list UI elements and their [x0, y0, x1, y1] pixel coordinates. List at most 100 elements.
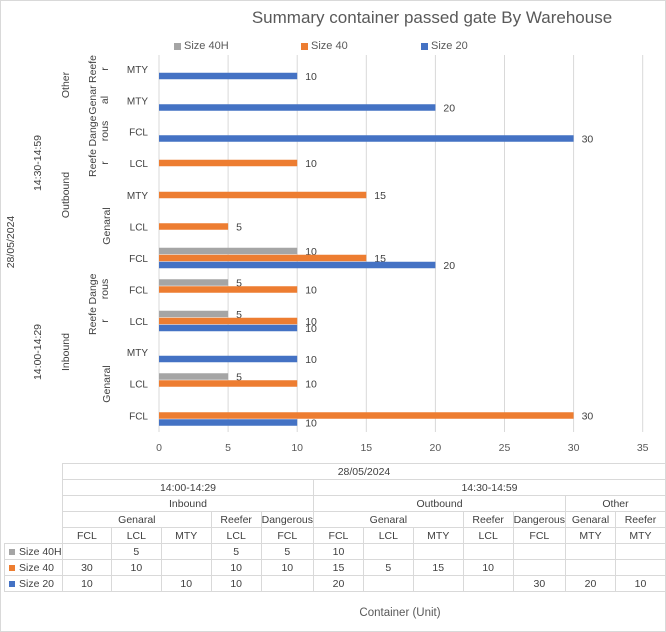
bar: [159, 286, 298, 293]
bar: [159, 380, 298, 387]
table-cargo-header: LCL: [362, 527, 414, 544]
table-row: Size 40 30 10 10 10 15 5 15 10: [4, 559, 666, 576]
table-type-header: Genaral: [565, 511, 616, 528]
table-date-header: 28/05/2024: [61, 463, 666, 480]
table-cell: [362, 543, 414, 560]
bar: [159, 247, 298, 255]
legend-swatch-size-40: [301, 42, 308, 50]
table-cell: [614, 559, 666, 576]
y-tick-label: LCL: [130, 223, 149, 234]
axis-group-type-label: Dange: [87, 273, 99, 304]
legend-key-size-40: [9, 564, 15, 571]
table-cargo-header: LCL: [110, 527, 162, 544]
x-tick-label: 15: [360, 442, 372, 454]
axis-group-type-label: rous: [99, 121, 111, 141]
table-row: Size 40H 5 5 5 10: [4, 543, 666, 560]
table-cargo-header: MTY: [614, 527, 666, 544]
legend-item-size-40h: Size 40H: [174, 40, 229, 52]
x-tick-label: 35: [637, 442, 649, 454]
bar: [159, 191, 367, 199]
x-tick-label: 0: [156, 442, 162, 454]
axis-group-type-label: Reefe: [87, 307, 99, 335]
table-row: Size 20 10 10 10 20 30 20 10: [4, 575, 666, 592]
data-label: 10: [305, 158, 317, 170]
chart-title: Summary container passed gate By Warehou…: [251, 8, 613, 27]
legend-key-size-40h: [9, 548, 15, 555]
y-tick-label: MTY: [127, 348, 148, 359]
table-type-header: Reefer: [614, 511, 666, 528]
table-cell: 5: [260, 543, 315, 560]
bar: [159, 310, 229, 318]
axis-group-slot-label: 14:30-14:59: [32, 135, 44, 191]
table-cell: [160, 559, 212, 576]
x-tick-label: 30: [568, 442, 580, 454]
table-cell: 10: [260, 559, 315, 576]
table-type-header: Dangerous: [260, 511, 315, 528]
table-row-label: Size 20: [19, 577, 55, 590]
bar: [159, 279, 229, 286]
x-tick-label: 10: [291, 442, 303, 454]
axis-group-type-label: r: [99, 319, 111, 323]
data-label: 30: [582, 134, 594, 146]
table-cell: [61, 543, 112, 560]
data-label: 10: [305, 418, 317, 430]
data-label: 15: [374, 190, 386, 202]
table-type-header: Reefer: [210, 511, 262, 528]
y-tick-label: FCL: [129, 128, 148, 139]
table-cell: [412, 575, 464, 592]
table-cell: 10: [110, 559, 162, 576]
data-label: 20: [443, 260, 455, 272]
axis-group-type-label: r: [99, 67, 111, 71]
table-cell: [412, 543, 464, 560]
table-cell: [512, 559, 567, 576]
axis-group-direction-label: Outbound: [60, 172, 72, 218]
table-cell: [614, 543, 666, 560]
y-tick-label: LCL: [130, 159, 149, 170]
y-tick-label: LCL: [130, 380, 149, 391]
bar: [159, 373, 229, 380]
table-row-header: Size 40: [4, 559, 63, 576]
table-cell: 15: [313, 559, 364, 576]
table-direction-header: Outbound: [312, 495, 567, 512]
data-table: 28/05/2024 14:00-14:29 14:30-14:59 Inbou…: [4, 463, 666, 592]
axis-group-type-label: r: [99, 161, 111, 165]
table-cargo-header: FCL: [260, 527, 315, 544]
bar: [159, 223, 229, 230]
table-cell: [565, 543, 616, 560]
bar-chart-plot: 0 5 10 15 20 25 30 3555510301010101551510101010…: [5, 55, 649, 454]
table-cell: 20: [313, 575, 364, 592]
table-type-header: Genaral: [313, 511, 464, 528]
table-cell: 30: [512, 575, 567, 592]
y-tick-label: LCL: [130, 317, 149, 328]
bar: [159, 412, 574, 419]
axis-group-direction-label: Other: [60, 71, 72, 98]
axis-group-date-label: 28/05/2024: [5, 216, 17, 269]
data-label: 5: [236, 372, 242, 384]
table-cell: [260, 575, 315, 592]
axis-group-type-label: Reefe: [87, 55, 99, 83]
bar: [159, 317, 298, 325]
axis-group-type-label: Genaral: [101, 365, 113, 402]
y-tick-label: FCL: [129, 286, 148, 297]
axis-group-type-label: Reefe: [87, 149, 99, 177]
table-type-header: Genaral: [61, 511, 212, 528]
table-cell: 20: [565, 575, 616, 592]
table-slot-header: 14:30-14:59: [313, 479, 666, 496]
table-cell: 10: [462, 559, 514, 576]
bar: [159, 254, 367, 262]
data-label: 10: [305, 354, 317, 366]
data-label: 10: [305, 379, 317, 391]
x-tick-label: 20: [430, 442, 442, 454]
y-tick-label: FCL: [129, 254, 148, 265]
table-cell: 10: [210, 559, 262, 576]
table-cell: 10: [313, 543, 364, 560]
x-tick-label: 5: [225, 442, 231, 454]
table-cell: [160, 543, 212, 560]
data-label: 10: [305, 285, 317, 297]
table-direction-header: Inbound: [61, 495, 315, 512]
bar: [159, 159, 298, 167]
bar: [159, 104, 436, 111]
table-cargo-header: MTY: [412, 527, 464, 544]
table-cell: 10: [160, 575, 212, 592]
bar: [159, 72, 298, 80]
